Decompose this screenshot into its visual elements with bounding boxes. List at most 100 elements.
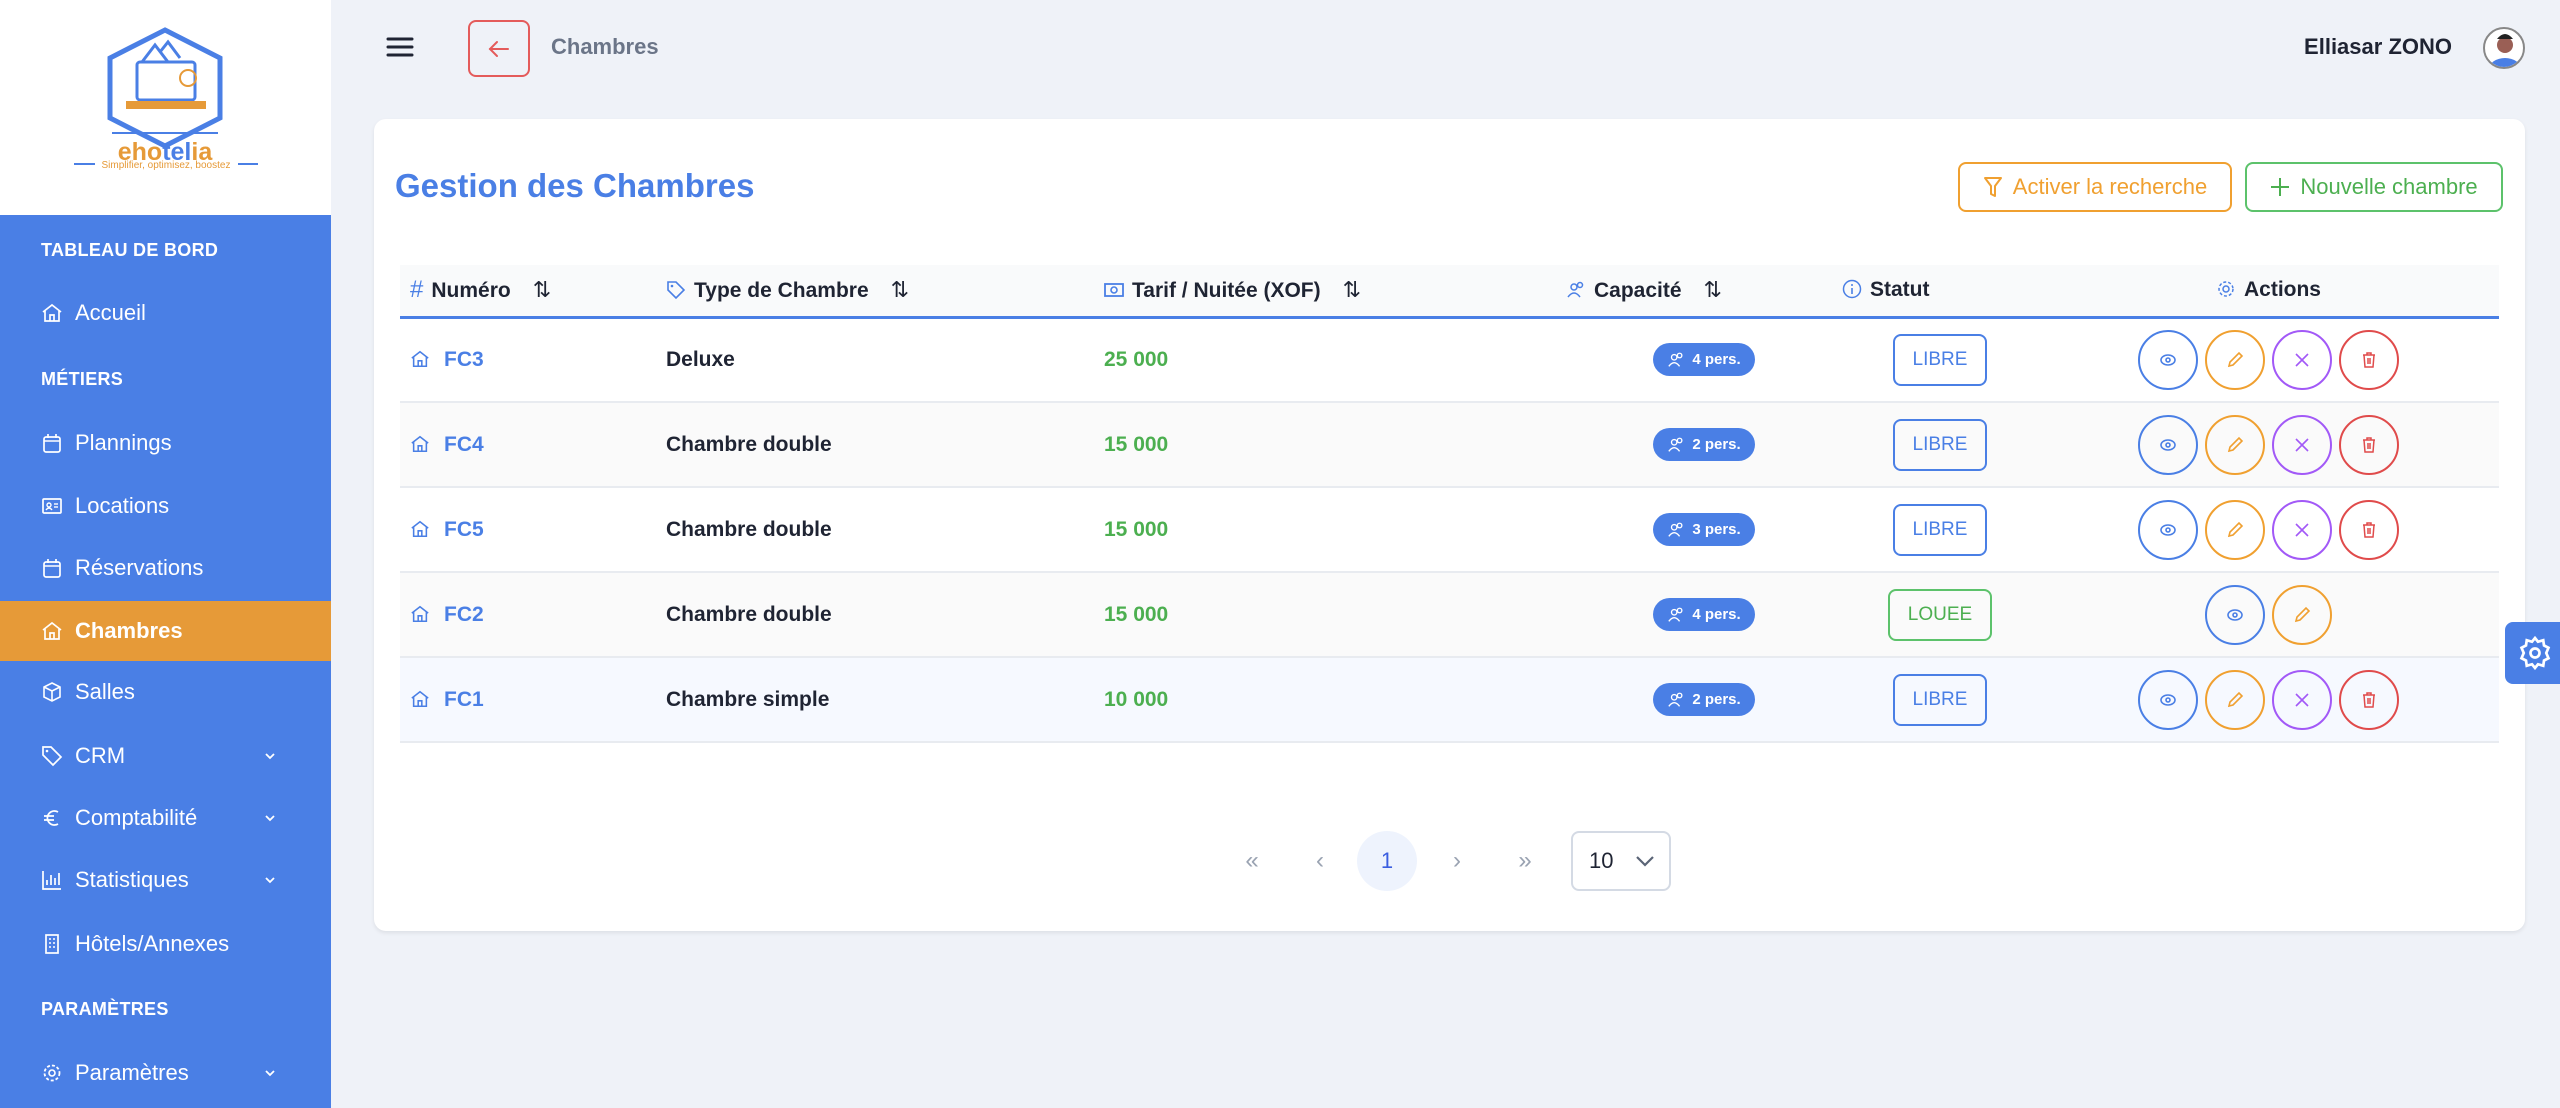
cell-numero[interactable]: FC1 bbox=[400, 657, 666, 743]
last-page-button[interactable]: » bbox=[1518, 847, 1532, 874]
rooms-table: # Numéro ⇅ Type de Chambre ⇅ Tarif / Nuitée… bbox=[400, 265, 2499, 743]
cell-numero[interactable]: FC5 bbox=[400, 487, 666, 573]
tag-icon bbox=[667, 281, 686, 300]
edit-icon bbox=[2227, 691, 2244, 707]
cancel-button[interactable] bbox=[2272, 414, 2332, 475]
sidebar-item-chambres[interactable]: Chambres bbox=[0, 601, 331, 661]
per-page-value: 10 bbox=[1589, 848, 1614, 873]
table-row[interactable]: FC1 Chambre simple 10 000 2 pers. LIBRE bbox=[400, 657, 2499, 743]
column-capacite[interactable]: Capacité ⇅ bbox=[1566, 265, 1842, 319]
delete-button[interactable] bbox=[2339, 414, 2399, 475]
sidebar-item-crm[interactable]: CRM bbox=[0, 726, 331, 786]
users-icon bbox=[1668, 692, 1683, 707]
status-badge: LIBRE bbox=[1892, 503, 1988, 556]
sort-icon[interactable]: ⇅ bbox=[532, 277, 552, 303]
chevron-down-icon bbox=[265, 877, 275, 884]
room-number[interactable]: FC2 bbox=[444, 602, 484, 626]
users-icon bbox=[1668, 437, 1683, 452]
sidebar-item-parametres[interactable]: Paramètres bbox=[0, 1043, 331, 1103]
sidebar-item-label: Salles bbox=[75, 679, 135, 704]
table-row[interactable]: FC5 Chambre double 15 000 3 pers. LIBRE bbox=[400, 487, 2499, 573]
column-statut: Statut bbox=[1842, 265, 2038, 319]
sidebar-item-plannings[interactable]: Plannings bbox=[0, 413, 331, 473]
next-page-button[interactable]: › bbox=[1453, 847, 1461, 874]
cell-numero[interactable]: FC3 bbox=[400, 317, 666, 403]
home-icon bbox=[411, 520, 429, 537]
column-type[interactable]: Type de Chambre ⇅ bbox=[666, 265, 1104, 319]
users-icon bbox=[1668, 522, 1683, 537]
table-row[interactable]: FC4 Chambre double 15 000 2 pers. LIBRE bbox=[400, 402, 2499, 488]
delete-button[interactable] bbox=[2339, 669, 2399, 730]
logo: ehotelia Simplifier, optimisez, boostez bbox=[0, 0, 331, 215]
sidebar-item-label: Locations bbox=[75, 493, 170, 518]
status-badge: LOUEE bbox=[1887, 588, 1993, 641]
back-button[interactable] bbox=[468, 20, 530, 77]
cell-type: Chambre double bbox=[666, 572, 1104, 658]
edit-button[interactable] bbox=[2272, 584, 2332, 645]
sidebar-item-salles[interactable]: Salles bbox=[0, 662, 331, 722]
view-button[interactable] bbox=[2138, 499, 2198, 560]
per-page-select[interactable]: 10 bbox=[1571, 831, 1671, 891]
cancel-icon bbox=[2295, 692, 2309, 707]
delete-button[interactable] bbox=[2339, 499, 2399, 560]
edit-button[interactable] bbox=[2205, 414, 2265, 475]
room-number[interactable]: FC4 bbox=[444, 432, 484, 456]
new-room-button[interactable]: Nouvelle chambre bbox=[2245, 162, 2503, 212]
cancel-button[interactable] bbox=[2272, 499, 2332, 560]
edit-button[interactable] bbox=[2205, 669, 2265, 730]
edit-icon bbox=[2227, 351, 2244, 367]
cell-numero[interactable]: FC4 bbox=[400, 402, 666, 488]
cancel-button[interactable] bbox=[2272, 329, 2332, 390]
sort-icon[interactable]: ⇅ bbox=[890, 277, 910, 303]
sort-icon[interactable]: ⇅ bbox=[1703, 277, 1722, 303]
chevron-down-icon bbox=[265, 753, 275, 760]
users-icon bbox=[1668, 607, 1683, 622]
avatar[interactable] bbox=[2483, 27, 2525, 69]
cancel-button[interactable] bbox=[2272, 669, 2332, 730]
users-icon bbox=[1567, 282, 1584, 298]
room-number[interactable]: FC3 bbox=[444, 347, 484, 371]
sort-icon[interactable]: ⇅ bbox=[1342, 277, 1362, 303]
first-page-button[interactable]: « bbox=[1245, 847, 1259, 874]
sidebar-item-statistiques[interactable]: Statistiques bbox=[0, 850, 331, 910]
view-button[interactable] bbox=[2138, 669, 2198, 730]
cell-tarif: 25 000 bbox=[1104, 317, 1566, 403]
sidebar-item-hotels-annexes[interactable]: Hôtels/Annexes bbox=[0, 914, 331, 974]
view-button[interactable] bbox=[2138, 329, 2198, 390]
column-tarif[interactable]: Tarif / Nuitée (XOF) ⇅ bbox=[1104, 265, 1566, 319]
activate-search-label: Activer la recherche bbox=[2012, 174, 2208, 199]
activate-search-button[interactable]: Activer la recherche bbox=[1958, 162, 2232, 212]
user-name[interactable]: Elliasar ZONO bbox=[2304, 34, 2452, 59]
svg-text:Simplifier, optimisez, boostez: Simplifier, optimisez, boostez bbox=[102, 160, 231, 171]
previous-page-button[interactable]: ‹ bbox=[1316, 847, 1324, 874]
settings-widget-button[interactable] bbox=[2505, 622, 2560, 684]
view-button[interactable] bbox=[2138, 414, 2198, 475]
home-icon bbox=[411, 605, 429, 622]
section-tableau-de-bord: TABLEAU DE BORD bbox=[41, 240, 219, 260]
edit-button[interactable] bbox=[2205, 329, 2265, 390]
cell-statut: LIBRE bbox=[1842, 317, 2038, 403]
hamburger-menu-button[interactable] bbox=[386, 36, 414, 58]
page-1-button[interactable]: 1 bbox=[1357, 831, 1417, 891]
view-icon bbox=[2160, 523, 2176, 536]
view-icon bbox=[2160, 353, 2176, 366]
svg-text:ehotelia: ehotelia bbox=[118, 138, 214, 166]
column-numero[interactable]: # Numéro ⇅ bbox=[400, 265, 666, 319]
edit-button[interactable] bbox=[2205, 499, 2265, 560]
table-row[interactable]: FC2 Chambre double 15 000 4 pers. LOUEE bbox=[400, 572, 2499, 658]
room-number[interactable]: FC5 bbox=[444, 517, 484, 541]
menu-icon bbox=[386, 37, 414, 57]
chevron-down-icon bbox=[265, 815, 275, 822]
delete-button[interactable] bbox=[2339, 329, 2399, 390]
cell-numero[interactable]: FC2 bbox=[400, 572, 666, 658]
sidebar-item-accueil[interactable]: Accueil bbox=[0, 283, 331, 343]
sidebar-item-comptabilite[interactable]: Comptabilité bbox=[0, 788, 331, 848]
table-row[interactable]: FC3 Deluxe 25 000 4 pers. LIBRE bbox=[400, 317, 2499, 403]
view-button[interactable] bbox=[2205, 584, 2265, 645]
edit-icon bbox=[2294, 606, 2311, 622]
cell-type: Chambre double bbox=[666, 487, 1104, 573]
sidebar-item-locations[interactable]: Locations bbox=[0, 476, 331, 536]
gear-icon bbox=[43, 1064, 61, 1082]
sidebar-item-reservations[interactable]: Réservations bbox=[0, 538, 331, 598]
room-number[interactable]: FC1 bbox=[444, 687, 484, 711]
